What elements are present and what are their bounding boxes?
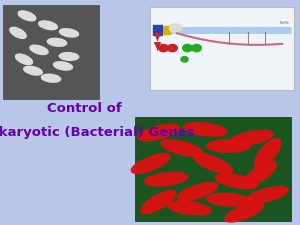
Ellipse shape xyxy=(161,140,203,156)
Text: Po/Pa: Po/Pa xyxy=(280,21,290,25)
Ellipse shape xyxy=(207,140,250,152)
Bar xyxy=(150,7,294,90)
Ellipse shape xyxy=(53,62,73,70)
Ellipse shape xyxy=(169,24,181,33)
Ellipse shape xyxy=(215,174,258,189)
Ellipse shape xyxy=(24,66,42,75)
Ellipse shape xyxy=(177,183,218,200)
Circle shape xyxy=(159,45,168,52)
Circle shape xyxy=(168,45,177,52)
Bar xyxy=(153,25,162,35)
Ellipse shape xyxy=(225,202,264,222)
Ellipse shape xyxy=(59,29,79,37)
Ellipse shape xyxy=(168,201,211,215)
Ellipse shape xyxy=(145,172,188,186)
Ellipse shape xyxy=(47,38,67,46)
Ellipse shape xyxy=(254,139,281,168)
Ellipse shape xyxy=(18,11,36,21)
Circle shape xyxy=(192,45,201,52)
Ellipse shape xyxy=(247,187,288,203)
Ellipse shape xyxy=(243,162,276,186)
Ellipse shape xyxy=(138,124,179,141)
Ellipse shape xyxy=(131,154,170,173)
Ellipse shape xyxy=(141,190,176,214)
Ellipse shape xyxy=(16,54,32,65)
Text: Prokaryotic (Bacterial) Genes: Prokaryotic (Bacterial) Genes xyxy=(0,126,195,139)
Ellipse shape xyxy=(231,130,273,145)
Ellipse shape xyxy=(207,194,250,206)
Bar xyxy=(3,4,99,99)
Ellipse shape xyxy=(39,21,57,30)
Bar xyxy=(164,27,170,34)
Ellipse shape xyxy=(30,45,48,54)
Bar xyxy=(135,117,291,220)
Ellipse shape xyxy=(59,53,79,60)
Ellipse shape xyxy=(194,154,232,173)
Text: Control of: Control of xyxy=(46,101,122,115)
Circle shape xyxy=(181,57,188,62)
Circle shape xyxy=(183,45,192,52)
Ellipse shape xyxy=(41,74,61,82)
Ellipse shape xyxy=(10,27,26,38)
Ellipse shape xyxy=(184,123,227,136)
